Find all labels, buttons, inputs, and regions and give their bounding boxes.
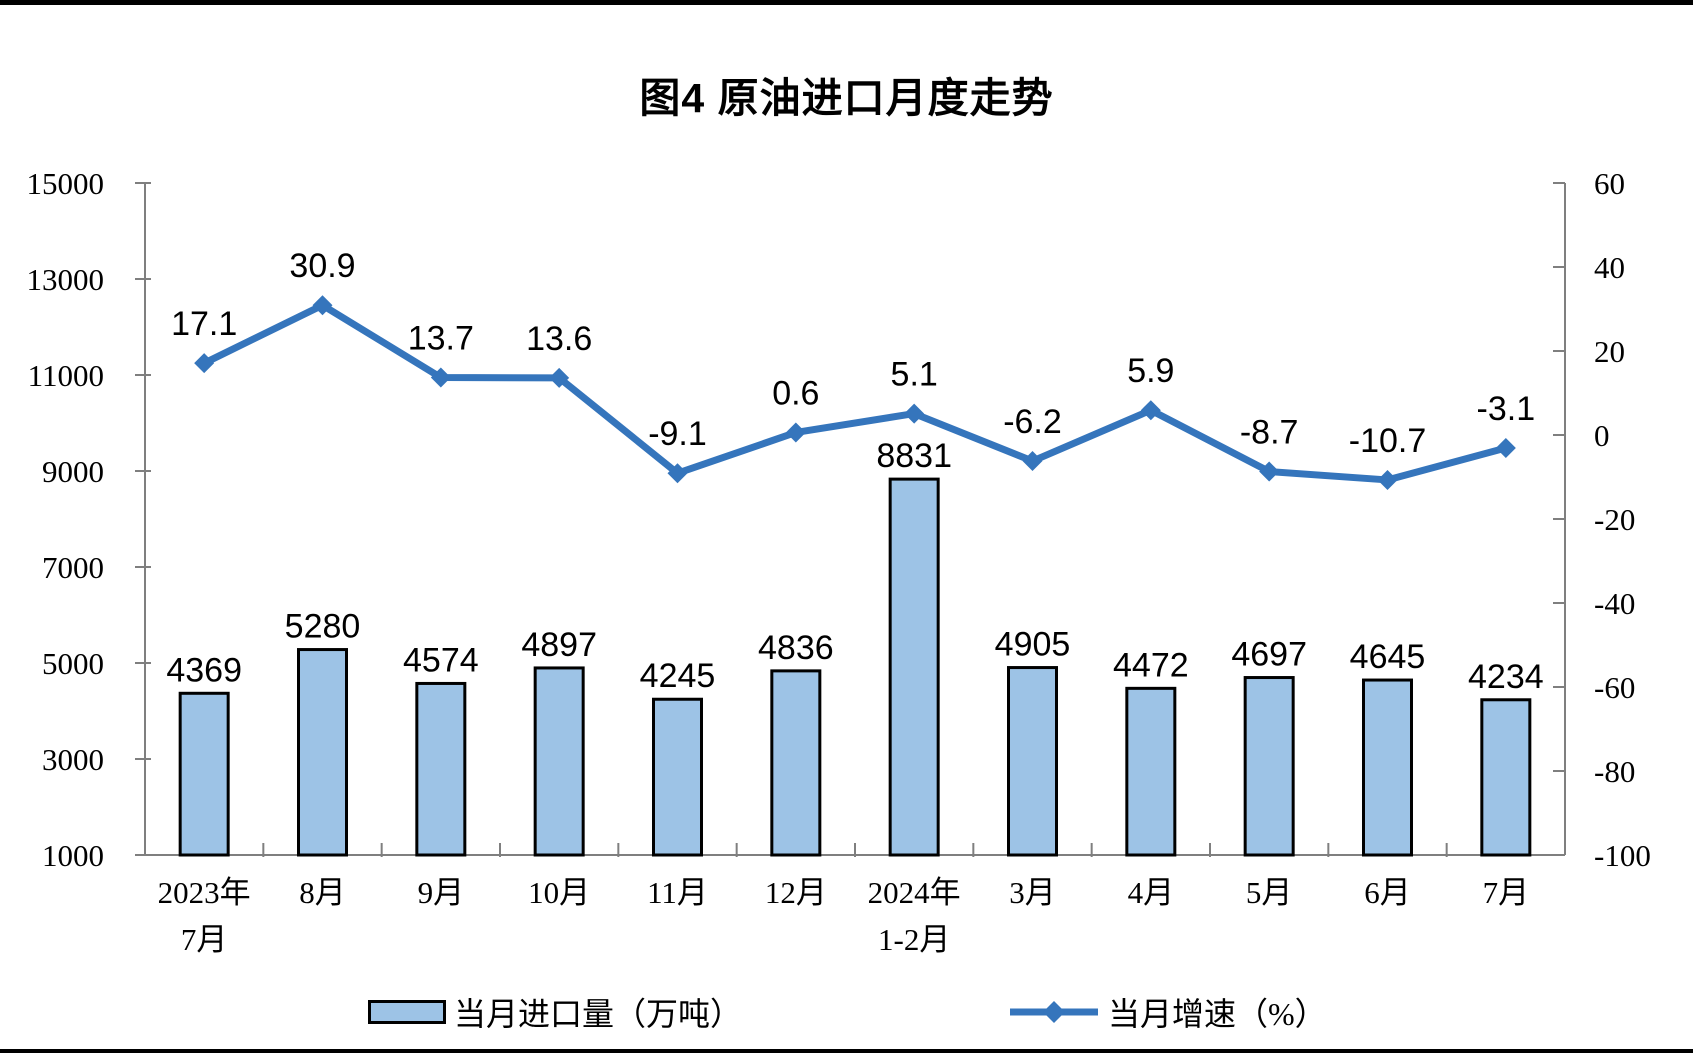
x-axis-label: 2023年 <box>158 875 251 910</box>
line-value-label: -9.1 <box>648 415 707 453</box>
x-axis-label: 10月 <box>528 875 590 910</box>
bar-value-label: 4836 <box>758 629 834 667</box>
line-marker <box>194 353 215 374</box>
line-value-label: -10.7 <box>1349 422 1427 460</box>
x-axis-label: 5月 <box>1246 875 1293 910</box>
x-axis-label: 1-2月 <box>878 922 950 957</box>
y-axis-right-tick-label: -60 <box>1594 670 1635 705</box>
y-axis-right-tick-label: -100 <box>1594 838 1651 873</box>
bar <box>652 697 703 857</box>
line-marker <box>1495 438 1516 459</box>
bar-value-label: 4897 <box>521 626 597 664</box>
x-axis-label: 8月 <box>299 875 346 910</box>
line-value-label: 0.6 <box>772 374 819 412</box>
top-rule <box>0 0 1693 5</box>
line-marker <box>1140 400 1161 421</box>
y-axis-right-tick-label: 20 <box>1594 334 1625 369</box>
y-axis-left-tick-label: 3000 <box>42 742 104 777</box>
x-axis-label: 9月 <box>418 875 465 910</box>
bar-value-label: 4472 <box>1113 646 1189 684</box>
x-axis-label: 4月 <box>1128 875 1175 910</box>
line-value-label: -6.2 <box>1003 403 1062 441</box>
y-axis-left-tick-label: 7000 <box>42 550 104 585</box>
y-axis-right-tick-label: -80 <box>1594 754 1635 789</box>
y-axis-left-tick-label: 1000 <box>42 838 104 873</box>
line-value-label: 13.6 <box>526 320 592 358</box>
line-marker <box>904 403 925 424</box>
y-axis-right-tick-label: -20 <box>1594 502 1635 537</box>
bar <box>533 666 585 857</box>
bar <box>415 681 467 857</box>
bar-value-label: 4234 <box>1468 658 1544 696</box>
line-value-label: 17.1 <box>171 305 237 343</box>
line-legend-label: 当月增速（%） <box>1108 996 1327 1032</box>
x-axis-label: 3月 <box>1009 875 1056 910</box>
x-axis-label: 6月 <box>1364 875 1411 910</box>
bar <box>178 691 230 857</box>
bar-value-label: 8831 <box>876 437 952 475</box>
line-value-label: 13.7 <box>408 319 474 357</box>
bar <box>1362 678 1413 857</box>
bar <box>1125 686 1177 857</box>
line-value-label: -3.1 <box>1477 390 1536 428</box>
bar-value-label: 5280 <box>285 608 361 646</box>
y-axis-left-tick-label: 9000 <box>42 454 104 489</box>
x-axis-label: 12月 <box>765 875 827 910</box>
bar <box>297 648 348 857</box>
line-marker <box>430 367 451 388</box>
bar <box>1243 676 1295 857</box>
line-marker <box>312 295 333 316</box>
line-marker <box>785 422 806 443</box>
y-axis-right-tick-label: 40 <box>1594 250 1625 285</box>
line-marker <box>1022 451 1043 472</box>
bar-value-label: 4369 <box>166 651 242 689</box>
legend: 当月进口量（万吨） 当月增速（%） <box>0 990 1693 1040</box>
y-axis-right-tick-label: 60 <box>1594 166 1625 201</box>
line-marker <box>549 367 570 388</box>
bar <box>770 669 822 857</box>
bar <box>1480 698 1532 857</box>
bar-value-label: 4574 <box>403 641 479 679</box>
bar-value-label: 4697 <box>1231 636 1307 674</box>
y-axis-right-tick-label: -40 <box>1594 586 1635 621</box>
line-marker <box>667 463 688 484</box>
line-marker <box>1259 461 1280 482</box>
y-axis-left-tick-label: 5000 <box>42 646 104 681</box>
y-axis-left-tick-label: 13000 <box>27 262 105 297</box>
x-axis-label: 2024年 <box>868 875 961 910</box>
line-value-label: 5.1 <box>891 356 938 394</box>
bar-value-label: 4245 <box>640 657 716 695</box>
line-marker <box>1377 469 1398 490</box>
x-axis-label: 7月 <box>181 922 228 957</box>
bar-legend-label: 当月进口量（万吨） <box>454 996 743 1032</box>
x-axis-label: 7月 <box>1483 875 1530 910</box>
bottom-rule <box>0 1049 1693 1053</box>
line-value-label: 30.9 <box>289 247 355 285</box>
bar <box>888 477 940 857</box>
bar-value-label: 4645 <box>1350 638 1426 676</box>
legend-item-growth: 当月增速（%） <box>1008 990 1327 1034</box>
bar-legend-swatch <box>368 1000 446 1024</box>
growth-line <box>200 301 1510 484</box>
x-axis-label: 11月 <box>647 875 708 910</box>
line-legend-swatch <box>1010 1001 1098 1023</box>
bar <box>1007 666 1058 857</box>
bar-value-label: 4905 <box>995 626 1071 664</box>
line-value-label: -8.7 <box>1240 414 1299 452</box>
chart-title: 图4 原油进口月度走势 <box>639 75 1054 121</box>
y-axis-left-tick-label: 11000 <box>28 358 104 393</box>
line-value-label: 5.9 <box>1127 352 1174 390</box>
y-axis-right-tick-label: 0 <box>1594 418 1610 453</box>
legend-item-imports: 当月进口量（万吨） <box>368 990 742 1034</box>
y-axis-left-tick-label: 15000 <box>27 166 105 201</box>
